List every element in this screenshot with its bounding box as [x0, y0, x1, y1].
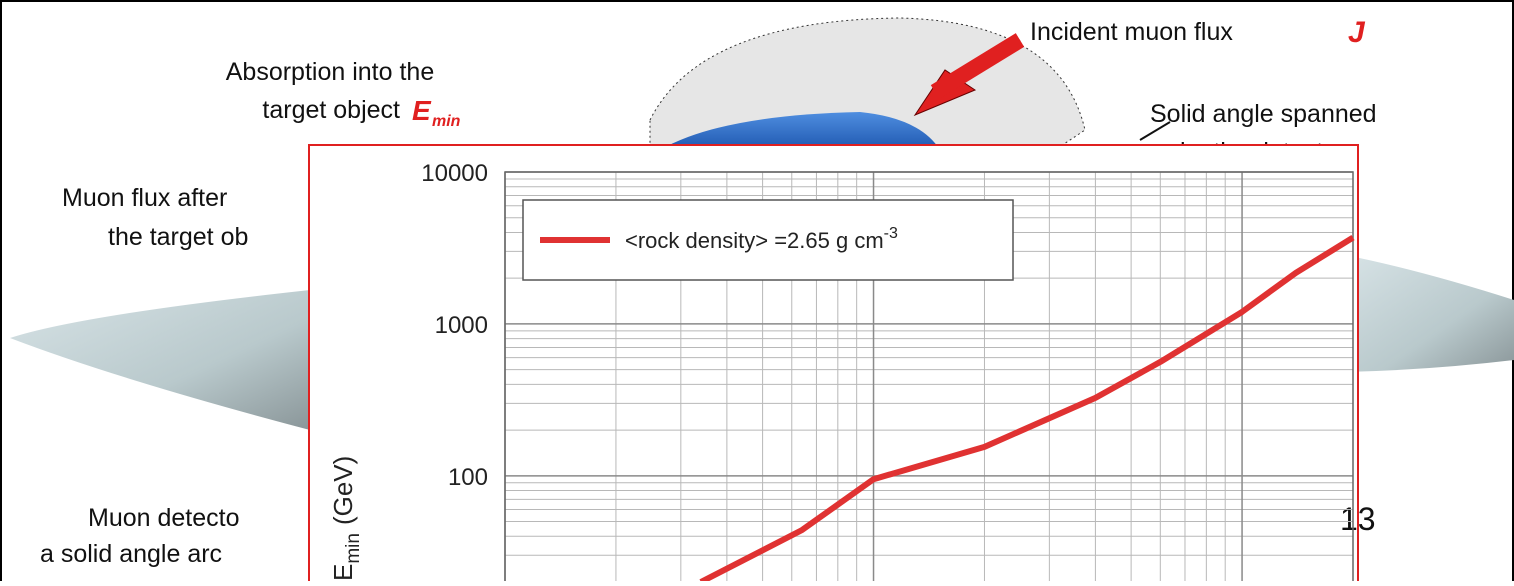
slide: Incident muon flux J Absorption into the…: [0, 0, 1514, 581]
y-label-main: E: [328, 564, 358, 581]
legend-text: <rock density> =2.65 g cm: [625, 228, 884, 253]
label: target object: [262, 96, 400, 124]
y-tick-label: 10000: [421, 160, 488, 187]
symbol: E: [412, 95, 432, 126]
y-tick-label: 100: [448, 464, 488, 491]
label: the target ob: [108, 223, 248, 251]
y-label-unit: (GeV): [328, 456, 358, 525]
y-label-sub: min: [343, 533, 364, 564]
symbol: J: [1348, 16, 1366, 49]
label: Solid angle spanned: [1150, 100, 1377, 128]
legend-label: <rock density> =2.65 g cm-3: [625, 225, 898, 253]
legend-sup: -3: [884, 225, 898, 242]
label: Muon flux after: [62, 184, 227, 212]
label: Absorption into the: [226, 58, 434, 86]
page-number: 13: [1340, 501, 1376, 537]
label: Incident muon flux: [1030, 18, 1233, 46]
label: a solid angle arc: [40, 540, 222, 568]
y-tick-label: 1000: [435, 312, 488, 339]
symbol-sub: min: [432, 113, 461, 130]
label: Muon detecto: [88, 504, 240, 532]
